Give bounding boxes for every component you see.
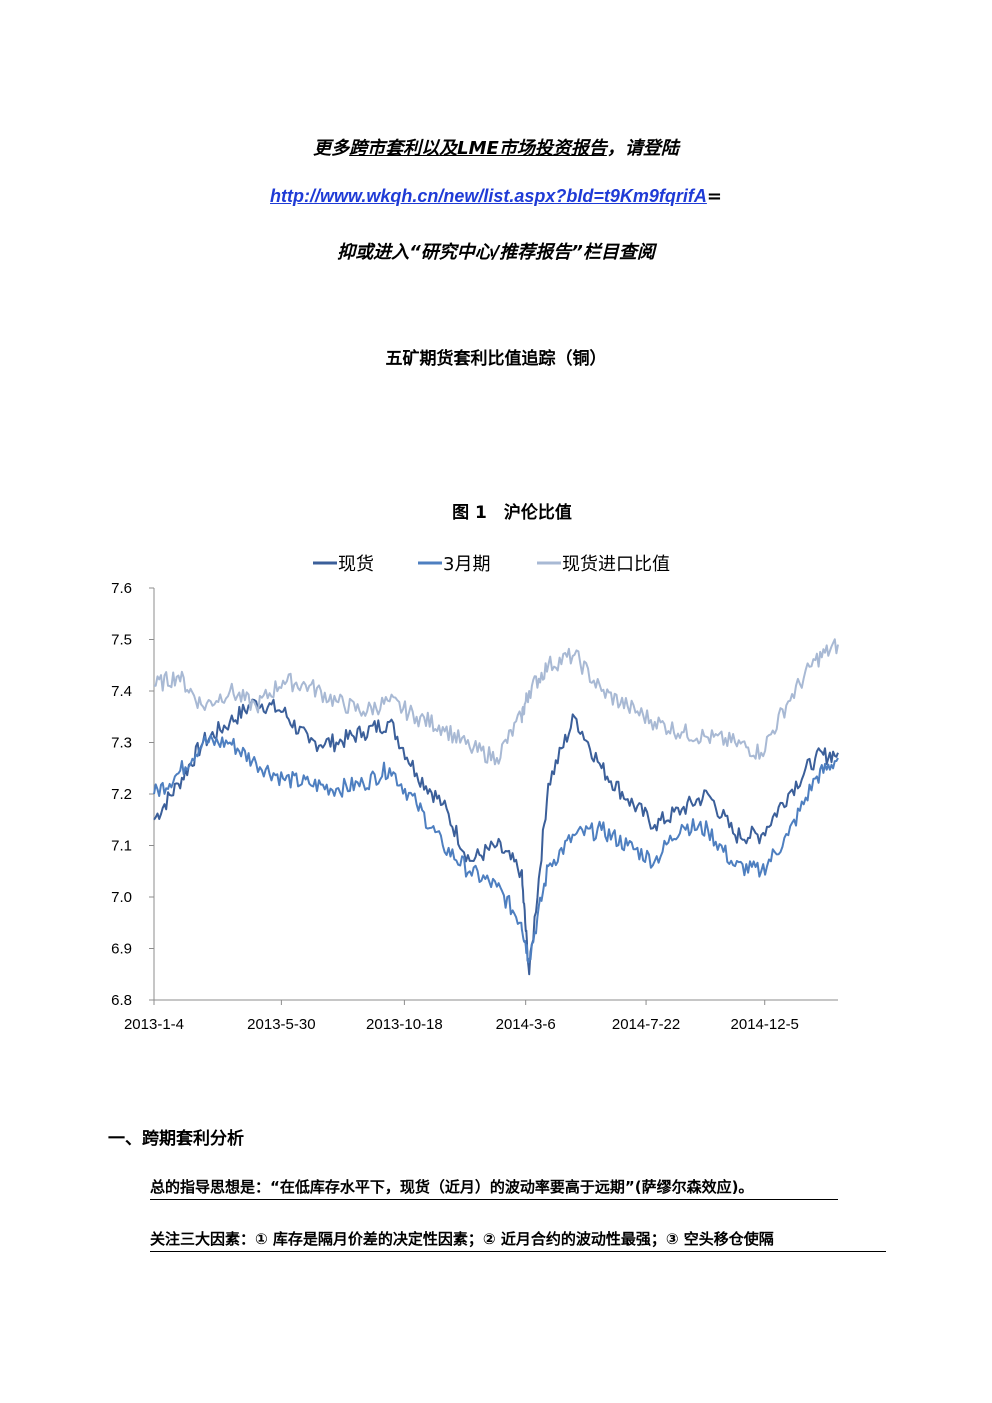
link-suffix: = [706, 186, 722, 207]
y-tick-label: 7.5 [111, 632, 132, 649]
y-tick-label: 7.2 [111, 786, 132, 803]
series-line-3 [153, 638, 839, 766]
legend-label-3: 现货进口比值 [562, 554, 670, 575]
ratio-chart: 6.8 6.9 7.0 7.1 7.2 7.3 7.4 7.5 7.6 2013-1-4 2013-… [111, 554, 839, 1033]
x-tick-label: 2013-5-30 [247, 1016, 315, 1033]
y-tick-label: 7.6 [111, 580, 132, 597]
promo-line: 更多跨市套利以及LME市场投资报告，请登陆 [0, 134, 992, 160]
y-tick-label: 7.3 [111, 735, 132, 752]
y-tick-label: 7.1 [111, 838, 132, 855]
research-center-note: 抑或进入“研究中心/推荐报告”栏目查阅 [337, 242, 655, 263]
x-tick-label: 2013-1-4 [124, 1016, 184, 1033]
paragraph-factors: 关注三大因素：① 库存是隔月价差的决定性因素；② 近月合约的波动性最强；③ 空头… [150, 1228, 886, 1252]
x-tick-label: 2014-7-22 [612, 1016, 680, 1033]
legend-label-1: 现货 [338, 554, 374, 575]
y-tick-label: 6.9 [111, 941, 132, 958]
x-tick-label: 2013-10-18 [366, 1016, 443, 1033]
section-heading: 一、跨期套利分析 [108, 1129, 244, 1149]
y-tick-label: 6.8 [111, 992, 132, 1009]
paragraph-guideline: 总的指导思想是：“在低库存水平下，现货（近月）的波动率要高于远期”(萨缪尔森效应… [150, 1176, 838, 1200]
legend-label-2: 3月期 [443, 554, 490, 575]
series-line-2 [153, 734, 839, 964]
x-tick-label: 2014-12-5 [731, 1016, 799, 1033]
y-tick-label: 7.4 [111, 683, 132, 700]
chart-title: 图 1 沪伦比值 [452, 503, 572, 523]
x-tick-label: 2014-3-6 [496, 1016, 556, 1033]
promo-prefix: 更多 [313, 138, 350, 159]
link-line: http://www.wkqh.cn/new/list.aspx?bId=t9K… [0, 186, 992, 207]
report-title: 五矿期货套利比值追踪（铜） [385, 349, 607, 369]
y-tick-label: 7.0 [111, 889, 132, 906]
report-link[interactable]: http://www.wkqh.cn/new/list.aspx?bId=t9K… [270, 186, 707, 206]
promo-underlined-text: 跨市套利以及LME市场投资报告 [349, 138, 607, 159]
promo-suffix: ，请登陆 [606, 138, 679, 159]
series-line-1 [153, 698, 839, 976]
